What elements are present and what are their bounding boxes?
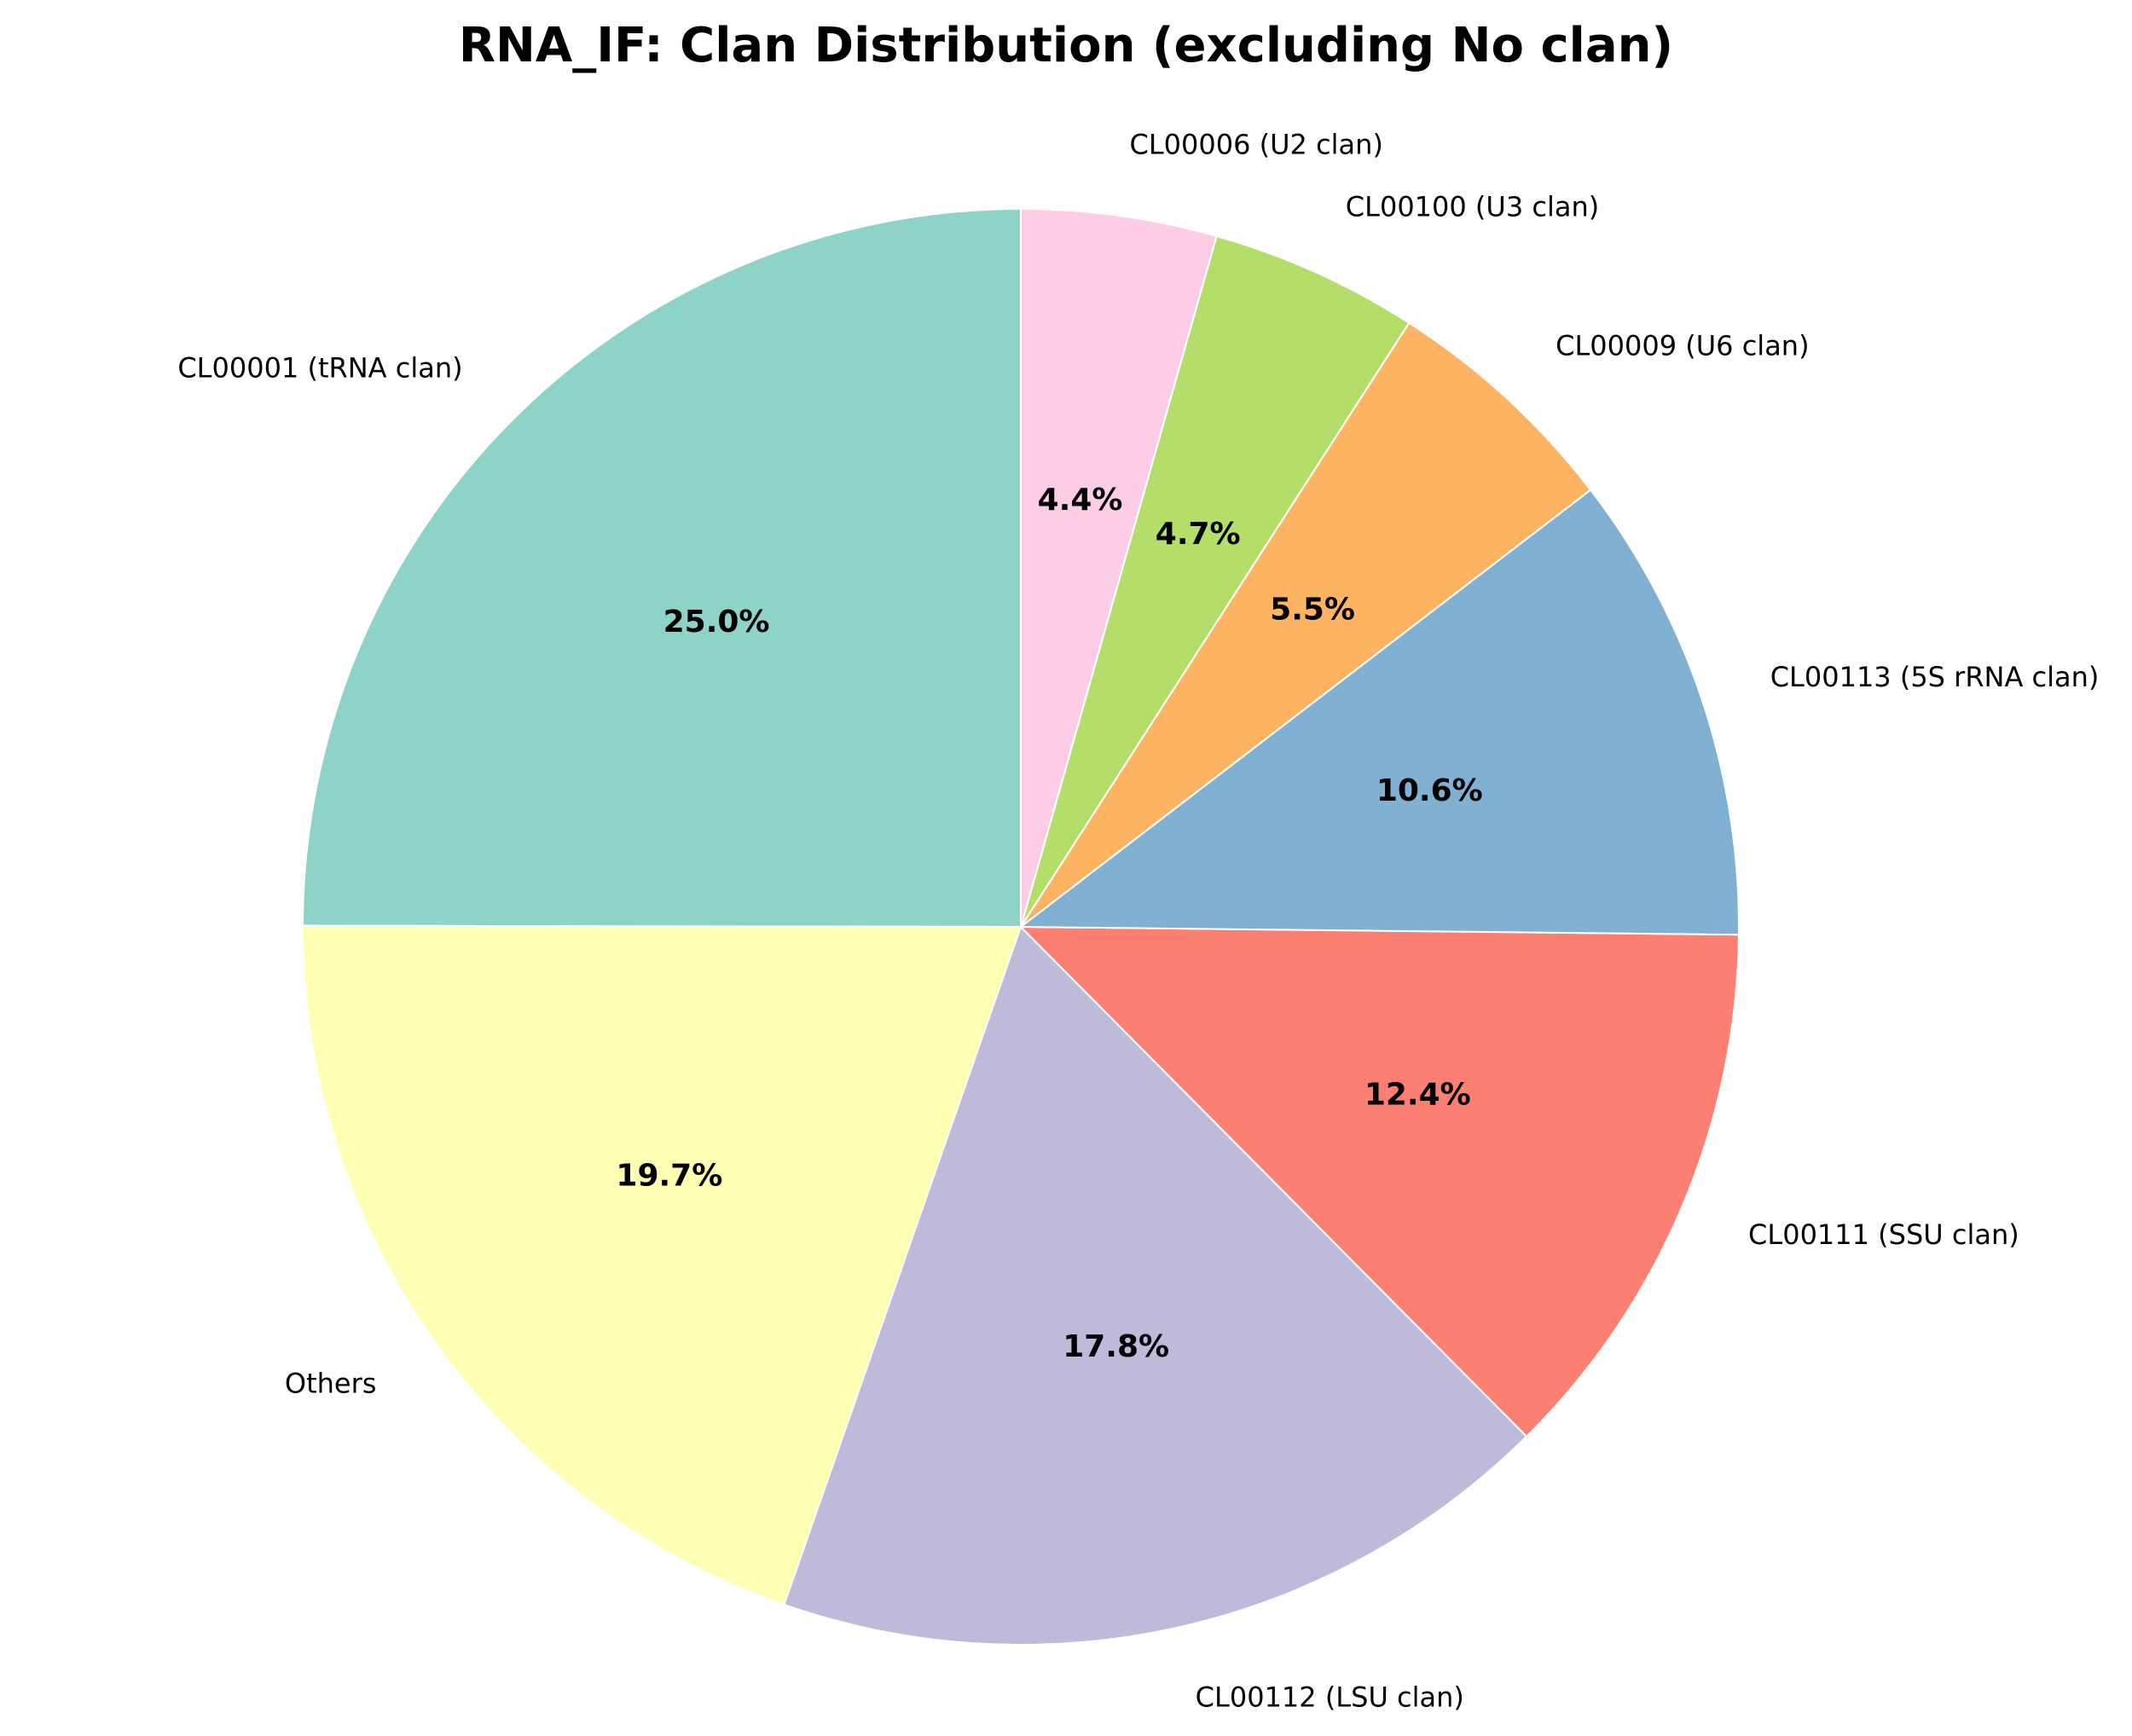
pie-slice-cl00112-lsu-clan (783, 925, 1528, 1646)
pct-label-cl00100-u3-clan: 4.7% (1156, 517, 1241, 552)
pct-label-cl00112-lsu-clan: 17.8% (1063, 1329, 1169, 1364)
pie-slice-cl00006-u2-clan (1020, 207, 1218, 928)
pct-label-cl00001-trna-clan: 25.0% (663, 605, 770, 639)
slice-label-others: Others (285, 1368, 377, 1400)
pie-slice-cl00111-ssu-clan (1018, 925, 1740, 1438)
pct-label-cl00111-ssu-clan: 12.4% (1364, 1077, 1471, 1112)
pct-label-cl00009-u6-clan: 5.5% (1270, 593, 1355, 628)
slice-label-cl00113-5s-rrna-clan: CL00113 (5S rRNA clan) (1770, 661, 2100, 693)
pct-label-cl00113-5s-rrna-clan: 10.6% (1376, 773, 1483, 808)
pie-slice-cl00100-u3-clan (1020, 234, 1411, 928)
pie-slices (301, 207, 1740, 1646)
percentage-labels: 25.0% 19.7% 17.8% 12.4% 10.6% 5.5% 4.7% 4.4% (616, 483, 1482, 1364)
pie-slice-cl00009-u6-clan (1020, 321, 1592, 928)
pct-label-others: 19.7% (616, 1159, 722, 1194)
slice-label-cl00111-ssu-clan: CL00111 (SSU clan) (1748, 1218, 2019, 1251)
slice-label-cl00009-u6-clan: CL00009 (U6 clan) (1556, 329, 1809, 362)
slice-label-cl00006-u2-clan: CL00006 (U2 clan) (1129, 129, 1382, 161)
slice-labels: CL00001 (tRNA clan) Others CL00112 (LSU cl… (177, 129, 2099, 1714)
slice-label-cl00100-u3-clan: CL00100 (U3 clan) (1346, 191, 1599, 223)
pie-slice-cl00113-5s-rrna-clan (1018, 489, 1740, 936)
pie-slice-others (302, 924, 1023, 1606)
pct-label-cl00006-u2-clan: 4.4% (1038, 483, 1123, 518)
slice-label-cl00001-trna-clan: CL00001 (tRNA clan) (177, 352, 462, 385)
chart-title: RNA_IF: Clan Distribution (excluding No … (459, 18, 1673, 73)
slice-label-cl00112-lsu-clan: CL00112 (LSU clan) (1196, 1681, 1464, 1713)
pie-slice-cl00001-trna-clan (301, 207, 1022, 929)
